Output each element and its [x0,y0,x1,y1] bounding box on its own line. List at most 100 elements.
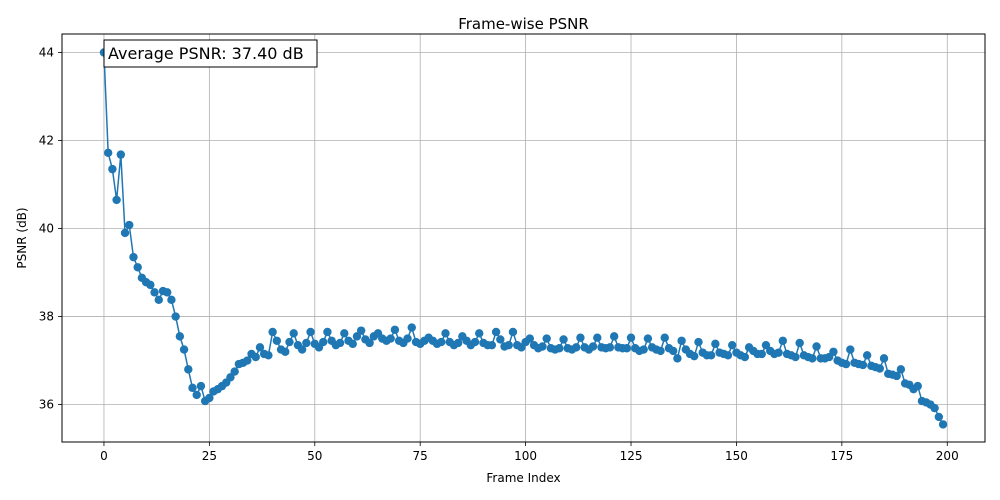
data-point [192,390,201,400]
data-point [319,337,328,347]
data-point [660,333,669,342]
data-point [555,344,564,353]
data-point [774,348,783,357]
data-point [795,338,804,348]
data-point [841,359,851,369]
data-point [272,336,282,345]
data-point [365,338,374,348]
data-point [133,263,142,272]
chart-title: Frame-wise PSNR [458,15,589,33]
data-point [896,365,906,374]
data-point [504,340,513,350]
data-point [694,337,703,347]
data-point [487,340,497,350]
data-point [740,352,750,362]
data-point [390,325,400,334]
data-point [643,334,653,343]
grid [62,34,985,442]
data-point [167,295,176,305]
data-point [525,334,535,343]
data-point [879,354,889,363]
data-point [588,342,598,351]
data-point [289,329,298,338]
data-point [188,383,197,393]
data-point [112,195,121,205]
data-point [576,333,585,342]
data-point [829,347,838,356]
data-point [875,364,884,373]
data-point [673,354,682,363]
data-point [264,351,273,360]
data-point [639,345,648,354]
data-point [938,420,948,429]
data-point [154,295,163,305]
data-point [306,327,315,337]
data-point [386,334,395,343]
data-point [441,329,450,338]
data-point [572,343,581,352]
data-point [808,354,817,363]
y-tick-label: 38 [39,310,54,324]
data-point [407,323,416,332]
data-point [340,329,349,338]
data-point [728,340,737,350]
data-point [559,335,568,344]
data-point [609,332,619,341]
data-point [508,327,518,337]
data-point [251,352,260,362]
data-point [437,337,446,347]
data-point [230,367,239,376]
plot-frame [61,33,986,443]
data-point [403,334,412,343]
data-point [453,338,463,348]
data-point [862,351,872,360]
axis-ticks: 0 25 50 75 100 125 150 175 200 36 38 40 42 44 [39,45,959,463]
data-point [711,339,720,349]
data-point [470,337,480,347]
y-tick-label: 44 [39,45,54,59]
data-point [858,360,868,370]
x-tick-label: 50 [307,449,322,463]
data-point [103,148,113,158]
x-axis-label: Frame Index [486,471,560,485]
x-tick-label: 75 [413,449,428,463]
x-tick-label: 175 [830,449,853,463]
data-point [281,347,290,356]
y-axis-label: PSNR (dB) [15,207,29,268]
x-tick-label: 200 [936,449,959,463]
data-point [175,332,185,341]
x-tick-label: 150 [725,449,748,463]
data-point [129,252,138,262]
data-point [196,381,206,391]
data-point [626,333,636,342]
data-point [150,288,159,297]
annotation-box [103,39,318,68]
data-point [184,365,193,374]
data-point [243,356,252,365]
data-point [205,393,214,403]
x-tick-label: 125 [620,449,643,463]
data-point [285,337,294,347]
data-point [475,329,484,338]
data-point [179,345,189,354]
data-point [930,403,939,413]
series-psnr [99,48,948,429]
data-point [757,349,766,359]
data-point [913,381,922,391]
data-point [323,327,332,337]
data-point [496,335,505,344]
data-point [491,327,501,337]
data-point [268,327,277,337]
x-tick-label: 25 [202,449,217,463]
y-tick-label: 36 [39,398,54,412]
data-point [677,336,686,345]
data-point [146,280,155,290]
data-point [108,164,117,174]
data-point [723,351,733,360]
data-point [163,288,172,297]
data-point [116,150,126,159]
x-tick-label: 0 [100,449,108,463]
data-point [593,333,602,342]
